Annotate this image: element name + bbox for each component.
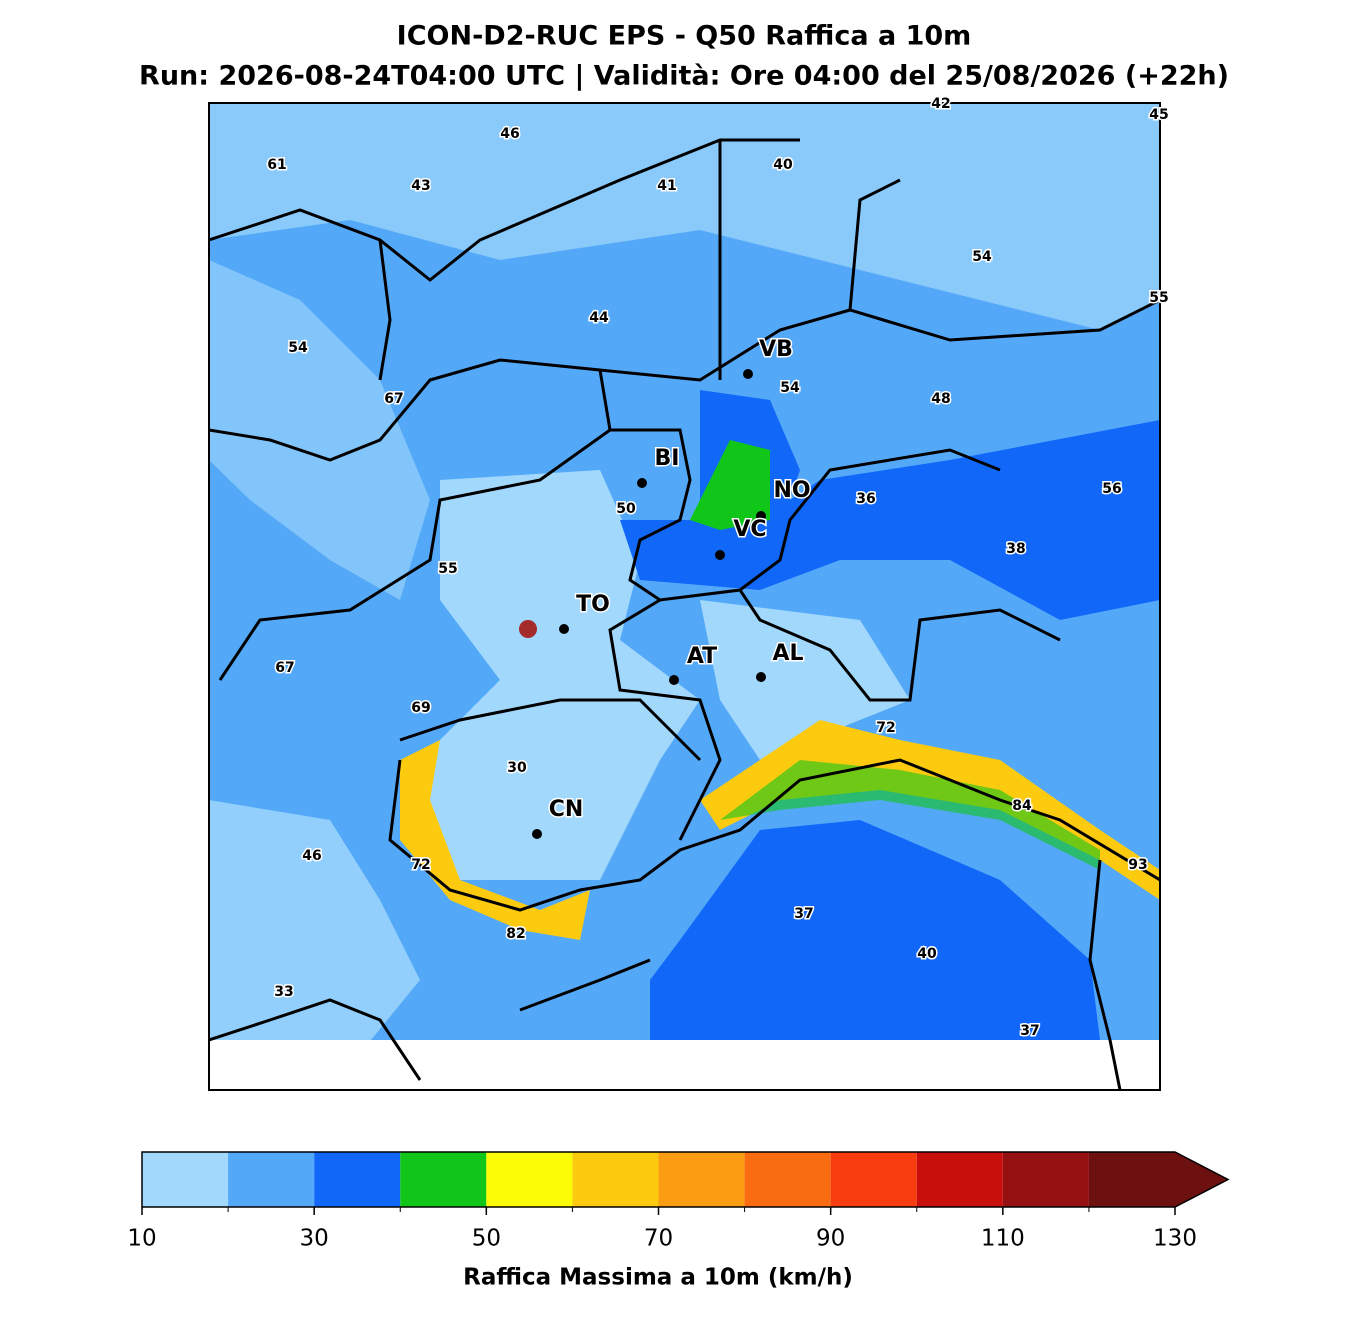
- map-value-label: 44: [589, 310, 609, 326]
- colorbar-tick-label: 50: [472, 1226, 501, 1252]
- map-value-label: 72: [876, 720, 895, 736]
- map-value-label: 67: [275, 660, 294, 676]
- colorbar-segment: [830, 1152, 917, 1207]
- city-label: TO: [576, 592, 610, 617]
- map-value-label: 50: [616, 501, 636, 517]
- city-label: NO: [773, 478, 810, 503]
- map-value-label: 37: [1020, 1023, 1039, 1039]
- map-field: [209, 103, 1160, 1090]
- city-dot: [756, 672, 766, 682]
- map-frame: [208, 102, 1161, 1091]
- colorbar-segment: [658, 1152, 745, 1207]
- city-dot: [715, 550, 725, 560]
- subtitle: Run: 2026-08-24T04:00 UTC | Validità: Or…: [139, 61, 1229, 92]
- colorbar-segment: [572, 1152, 659, 1207]
- colorbar-tick-label: 90: [816, 1226, 845, 1252]
- colorbar-label: Raffica Massima a 10m (km/h): [463, 1265, 853, 1291]
- map-value-label: 46: [302, 848, 321, 864]
- map-value-label: 69: [411, 700, 430, 716]
- map-value-label: 43: [411, 178, 430, 194]
- map-value-label: 40: [917, 946, 937, 962]
- map-value-label: 46: [500, 126, 519, 142]
- colorbar-tick-label: 130: [1153, 1226, 1197, 1252]
- title: ICON-D2-RUC EPS - Q50 Raffica a 10m: [397, 21, 972, 52]
- map-value-label: 40: [773, 157, 793, 173]
- map-value-label: 37: [794, 906, 813, 922]
- map-value-label: 48: [931, 391, 950, 407]
- map-value-label: 42: [931, 96, 950, 112]
- map-value-label: 45: [1149, 107, 1168, 123]
- colorbar-segment: [314, 1152, 401, 1207]
- map-value-label: 93: [1128, 857, 1147, 873]
- city-dot: [532, 829, 542, 839]
- colorbar-segment: [142, 1152, 229, 1207]
- colorbar-segment: [1088, 1152, 1175, 1207]
- city-dot: [756, 511, 766, 521]
- colorbar-segment: [486, 1152, 573, 1207]
- city-label: BI: [655, 446, 680, 471]
- map-value-label: 54: [972, 249, 992, 265]
- colorbar-segment: [1002, 1152, 1089, 1207]
- colorbar-segment: [228, 1152, 315, 1207]
- map-value-label: 55: [1149, 290, 1168, 306]
- map-value-label: 61: [267, 157, 286, 173]
- colorbar-extension: [1175, 1152, 1228, 1207]
- colorbar-tick-label: 30: [300, 1226, 329, 1252]
- city-dot: [743, 369, 753, 379]
- colorbar-segment: [916, 1152, 1003, 1207]
- colorbar-outline: [141, 1151, 1230, 1208]
- location-marker: [519, 620, 537, 638]
- map-value-label: 56: [1102, 481, 1121, 497]
- map-value-label: 30: [507, 760, 527, 776]
- city-dot: [559, 624, 569, 634]
- colorbar-tick-label: 10: [127, 1226, 156, 1252]
- map-value-label: 72: [411, 857, 430, 873]
- city-label: AT: [687, 644, 717, 669]
- map-value-label: 67: [384, 391, 403, 407]
- map-value-label: 55: [438, 561, 457, 577]
- city-label: VB: [759, 337, 793, 362]
- map-value-label: 84: [1012, 798, 1032, 814]
- map-value-label: 54: [780, 380, 800, 396]
- colorbar-tick-label: 110: [981, 1226, 1025, 1252]
- city-dot: [637, 478, 647, 488]
- map-value-label: 41: [657, 178, 676, 194]
- city-label: AL: [772, 641, 803, 666]
- city-label: VC: [733, 517, 766, 542]
- map-value-label: 54: [288, 340, 308, 356]
- colorbar-segment: [400, 1152, 487, 1207]
- map-value-label: 33: [274, 984, 293, 1000]
- map-value-label: 82: [506, 926, 525, 942]
- city-label: CN: [549, 797, 584, 822]
- map-value-label: 38: [1006, 541, 1025, 557]
- colorbar-tick-label: 70: [644, 1226, 673, 1252]
- city-dot: [669, 675, 679, 685]
- map-value-label: 36: [856, 491, 875, 507]
- colorbar-segment: [744, 1152, 831, 1207]
